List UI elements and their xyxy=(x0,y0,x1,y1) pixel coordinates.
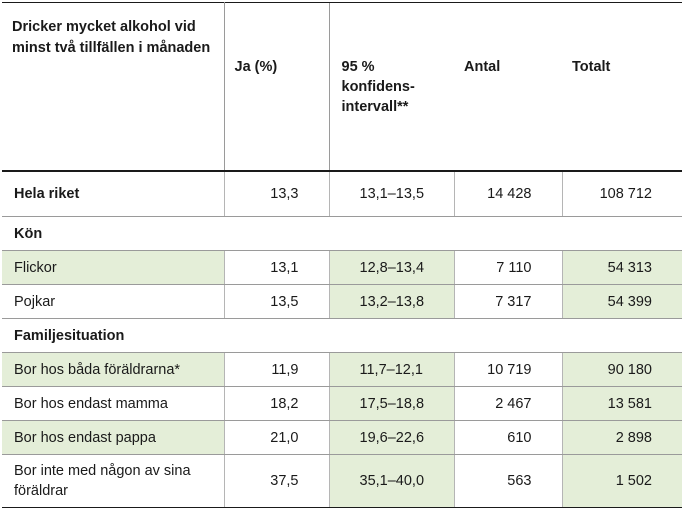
cell-ci: 13,1–13,5 xyxy=(328,171,454,217)
row-label: Pojkar xyxy=(2,284,224,319)
cell-antal: 14 428 xyxy=(453,171,562,217)
row-label: Bor hos båda föräldrarna* xyxy=(2,352,224,387)
cell-ci: 19,6–22,6 xyxy=(328,420,454,455)
cell-totalt: 54 313 xyxy=(561,250,682,285)
table-row: Hela riket 13,3 13,1–13,5 14 428 108 712 xyxy=(2,171,682,217)
header-ci: 95 % konfidens-intervall** xyxy=(328,2,454,172)
cell-ja: 13,3 xyxy=(223,171,329,217)
cell-antal: 10 719 xyxy=(453,352,562,387)
table-row: Pojkar 13,5 13,2–13,8 7 317 54 399 xyxy=(2,284,682,319)
cell-ja: 11,9 xyxy=(223,352,329,387)
cell-totalt: 90 180 xyxy=(561,352,682,387)
row-label: Flickor xyxy=(2,250,224,285)
cell-antal: 2 467 xyxy=(453,386,562,421)
cell-ja: 18,2 xyxy=(223,386,329,421)
cell-ja: 21,0 xyxy=(223,420,329,455)
cell-totalt: 2 898 xyxy=(561,420,682,455)
cell-ci: 17,5–18,8 xyxy=(328,386,454,421)
row-label: Bor hos endast mamma xyxy=(2,386,224,421)
section-row: Kön xyxy=(2,216,682,251)
table-row: Flickor 13,1 12,8–13,4 7 110 54 313 xyxy=(2,250,682,285)
section-row: Familjesituation xyxy=(2,318,682,353)
table-row: Bor hos endast pappa 21,0 19,6–22,6 610 … xyxy=(2,420,682,455)
row-label: Bor inte med någon av sina föräldrar xyxy=(2,454,224,508)
cell-ja: 13,1 xyxy=(223,250,329,285)
cell-totalt: 108 712 xyxy=(561,171,682,217)
cell-ci: 35,1–40,0 xyxy=(328,454,454,508)
header-antal: Antal xyxy=(454,2,562,172)
cell-totalt: 1 502 xyxy=(561,454,682,508)
row-label: Hela riket xyxy=(2,171,224,217)
cell-ci: 12,8–13,4 xyxy=(328,250,454,285)
cell-antal: 563 xyxy=(453,454,562,508)
table-row: Bor hos endast mamma 18,2 17,5–18,8 2 46… xyxy=(2,386,682,421)
section-label: Kön xyxy=(2,216,224,251)
row-label: Bor hos endast pappa xyxy=(2,420,224,455)
cell-antal: 7 317 xyxy=(453,284,562,319)
header-totalt: Totalt xyxy=(562,2,682,172)
cell-ja: 37,5 xyxy=(223,454,329,508)
table-title: Dricker mycket alkohol vid minst två til… xyxy=(2,2,225,172)
cell-ja: 13,5 xyxy=(223,284,329,319)
cell-ci: 13,2–13,8 xyxy=(328,284,454,319)
header-row: Dricker mycket alkohol vid minst två til… xyxy=(2,2,682,172)
cell-totalt: 54 399 xyxy=(561,284,682,319)
table-row: Bor hos båda föräldrarna* 11,9 11,7–12,1… xyxy=(2,352,682,387)
cell-antal: 610 xyxy=(453,420,562,455)
table-row: Bor inte med någon av sina föräldrar 37,… xyxy=(2,454,682,508)
cell-totalt: 13 581 xyxy=(561,386,682,421)
cell-ci: 11,7–12,1 xyxy=(328,352,454,387)
cell-antal: 7 110 xyxy=(453,250,562,285)
header-ja: Ja (%) xyxy=(224,2,329,172)
section-label: Familjesituation xyxy=(2,318,224,353)
